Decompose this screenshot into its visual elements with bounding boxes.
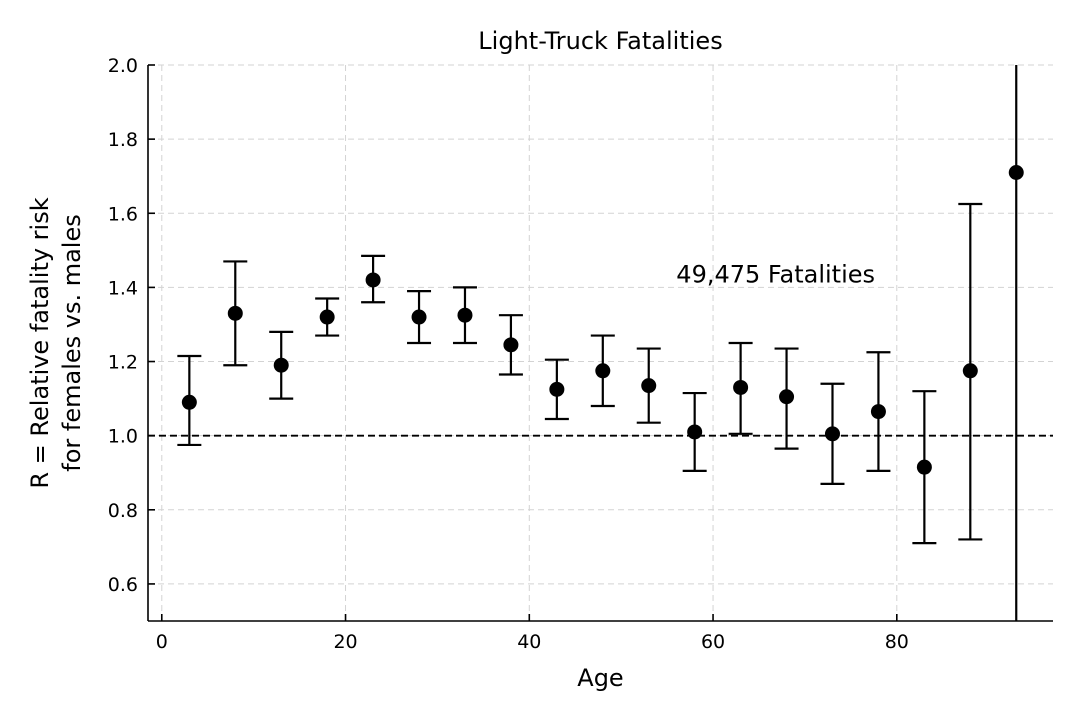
data-point-group	[1008, 65, 1024, 621]
data-point-group	[912, 390, 937, 545]
data-point-group	[866, 351, 891, 472]
y-tick-label: 0.6	[108, 574, 138, 596]
data-point	[181, 394, 197, 410]
data-point	[733, 379, 749, 395]
data-point	[227, 305, 243, 321]
data-point	[365, 272, 381, 288]
x-tick-label: 80	[885, 631, 909, 653]
data-point	[457, 307, 473, 323]
y-tick-label: 1.8	[108, 129, 138, 151]
fatalities-annotation: 49,475 Fatalities	[676, 261, 875, 289]
x-tick-label: 40	[517, 631, 541, 653]
data-point-group	[452, 286, 477, 345]
data-point	[595, 363, 611, 379]
data-point	[411, 309, 427, 325]
x-tick-label: 20	[333, 631, 357, 653]
data-point-group	[728, 341, 753, 435]
data-point-group	[820, 382, 845, 485]
data-point-group	[682, 391, 707, 472]
data-point	[870, 404, 886, 420]
data-point	[916, 459, 932, 475]
y-tick-label: 2.0	[108, 55, 138, 77]
data-point-group	[177, 354, 202, 447]
x-tick-label: 0	[156, 631, 168, 653]
data-point-group	[361, 254, 386, 304]
y-axis-label-line-2: for females vs. males	[58, 214, 86, 471]
data-point	[549, 381, 565, 397]
x-tick-label: 60	[701, 631, 725, 653]
data-point	[319, 309, 335, 325]
data-point	[962, 363, 978, 379]
y-axis-label-line-1: R = Relative fatality risk	[26, 197, 54, 488]
axes-spines	[147, 65, 1053, 622]
y-axis-label: R = Relative fatality risk for females v…	[26, 197, 86, 488]
y-tick-label: 1.0	[108, 426, 138, 448]
data-point-group	[315, 297, 340, 337]
y-tick-label: 1.6	[108, 203, 138, 225]
data-point-group	[590, 334, 615, 408]
data-point-group	[407, 290, 432, 345]
data-point-group	[636, 347, 661, 424]
data-point	[824, 426, 840, 442]
data-point-group	[774, 347, 799, 450]
data-point-group	[498, 314, 523, 376]
data-point-group	[958, 202, 983, 541]
marks-layer	[177, 65, 1024, 621]
ticks-layer: 0 20 40 60 80 0.6 0.8 1.0 1.2 1.4 1.6 1.8 2.0	[108, 55, 909, 653]
y-tick-label: 0.8	[108, 500, 138, 522]
grid-layer	[148, 64, 1053, 621]
data-point-group	[544, 358, 569, 421]
data-point	[641, 378, 657, 394]
data-point-group	[223, 260, 248, 367]
chart-title: Light-Truck Fatalities	[478, 27, 722, 55]
y-tick-label: 1.2	[108, 352, 138, 374]
data-point	[687, 424, 703, 440]
x-axis-label: Age	[577, 664, 623, 692]
data-point	[779, 389, 795, 405]
data-point	[273, 357, 289, 373]
data-point	[503, 337, 519, 353]
y-tick-label: 1.4	[108, 277, 138, 299]
data-point-group	[269, 330, 294, 400]
data-point	[1008, 164, 1024, 180]
